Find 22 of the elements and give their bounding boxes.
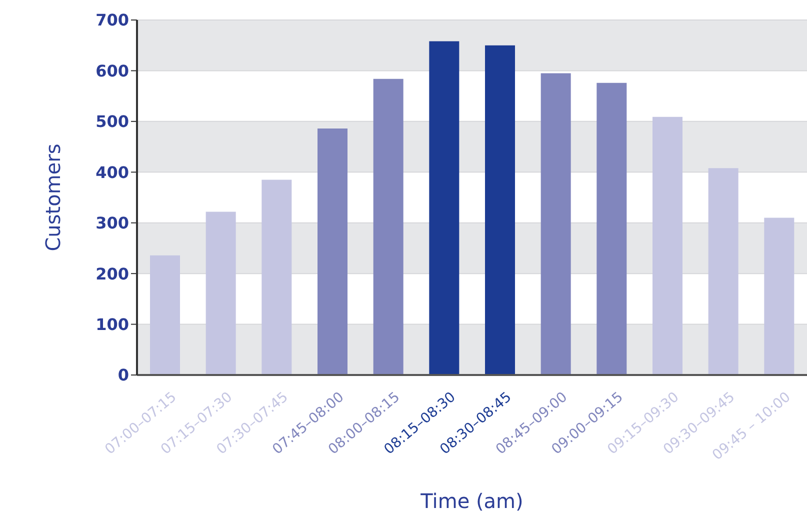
bar: [596, 82, 627, 375]
y-axis-title: Customers: [41, 144, 66, 252]
y-tick-label: 600: [96, 61, 129, 80]
bar: [206, 212, 236, 375]
y-tick-label: 400: [96, 162, 129, 182]
bar: [318, 128, 348, 375]
y-tick-label: 500: [96, 112, 129, 132]
y-tick-label: 0: [118, 366, 129, 385]
bar: [540, 73, 571, 375]
bar: [429, 41, 460, 375]
y-tick-label: 200: [96, 264, 129, 284]
y-tick-label: 100: [96, 314, 129, 334]
x-axis-title: Time (am): [420, 489, 524, 513]
y-tick-label: 700: [96, 10, 129, 30]
bar: [262, 180, 292, 375]
bar: [485, 45, 515, 375]
bar: [708, 168, 738, 375]
bar: [652, 116, 682, 375]
bar: [373, 78, 404, 375]
bar: [150, 255, 180, 375]
y-tick-label: 300: [96, 214, 129, 233]
bar: [764, 218, 794, 375]
